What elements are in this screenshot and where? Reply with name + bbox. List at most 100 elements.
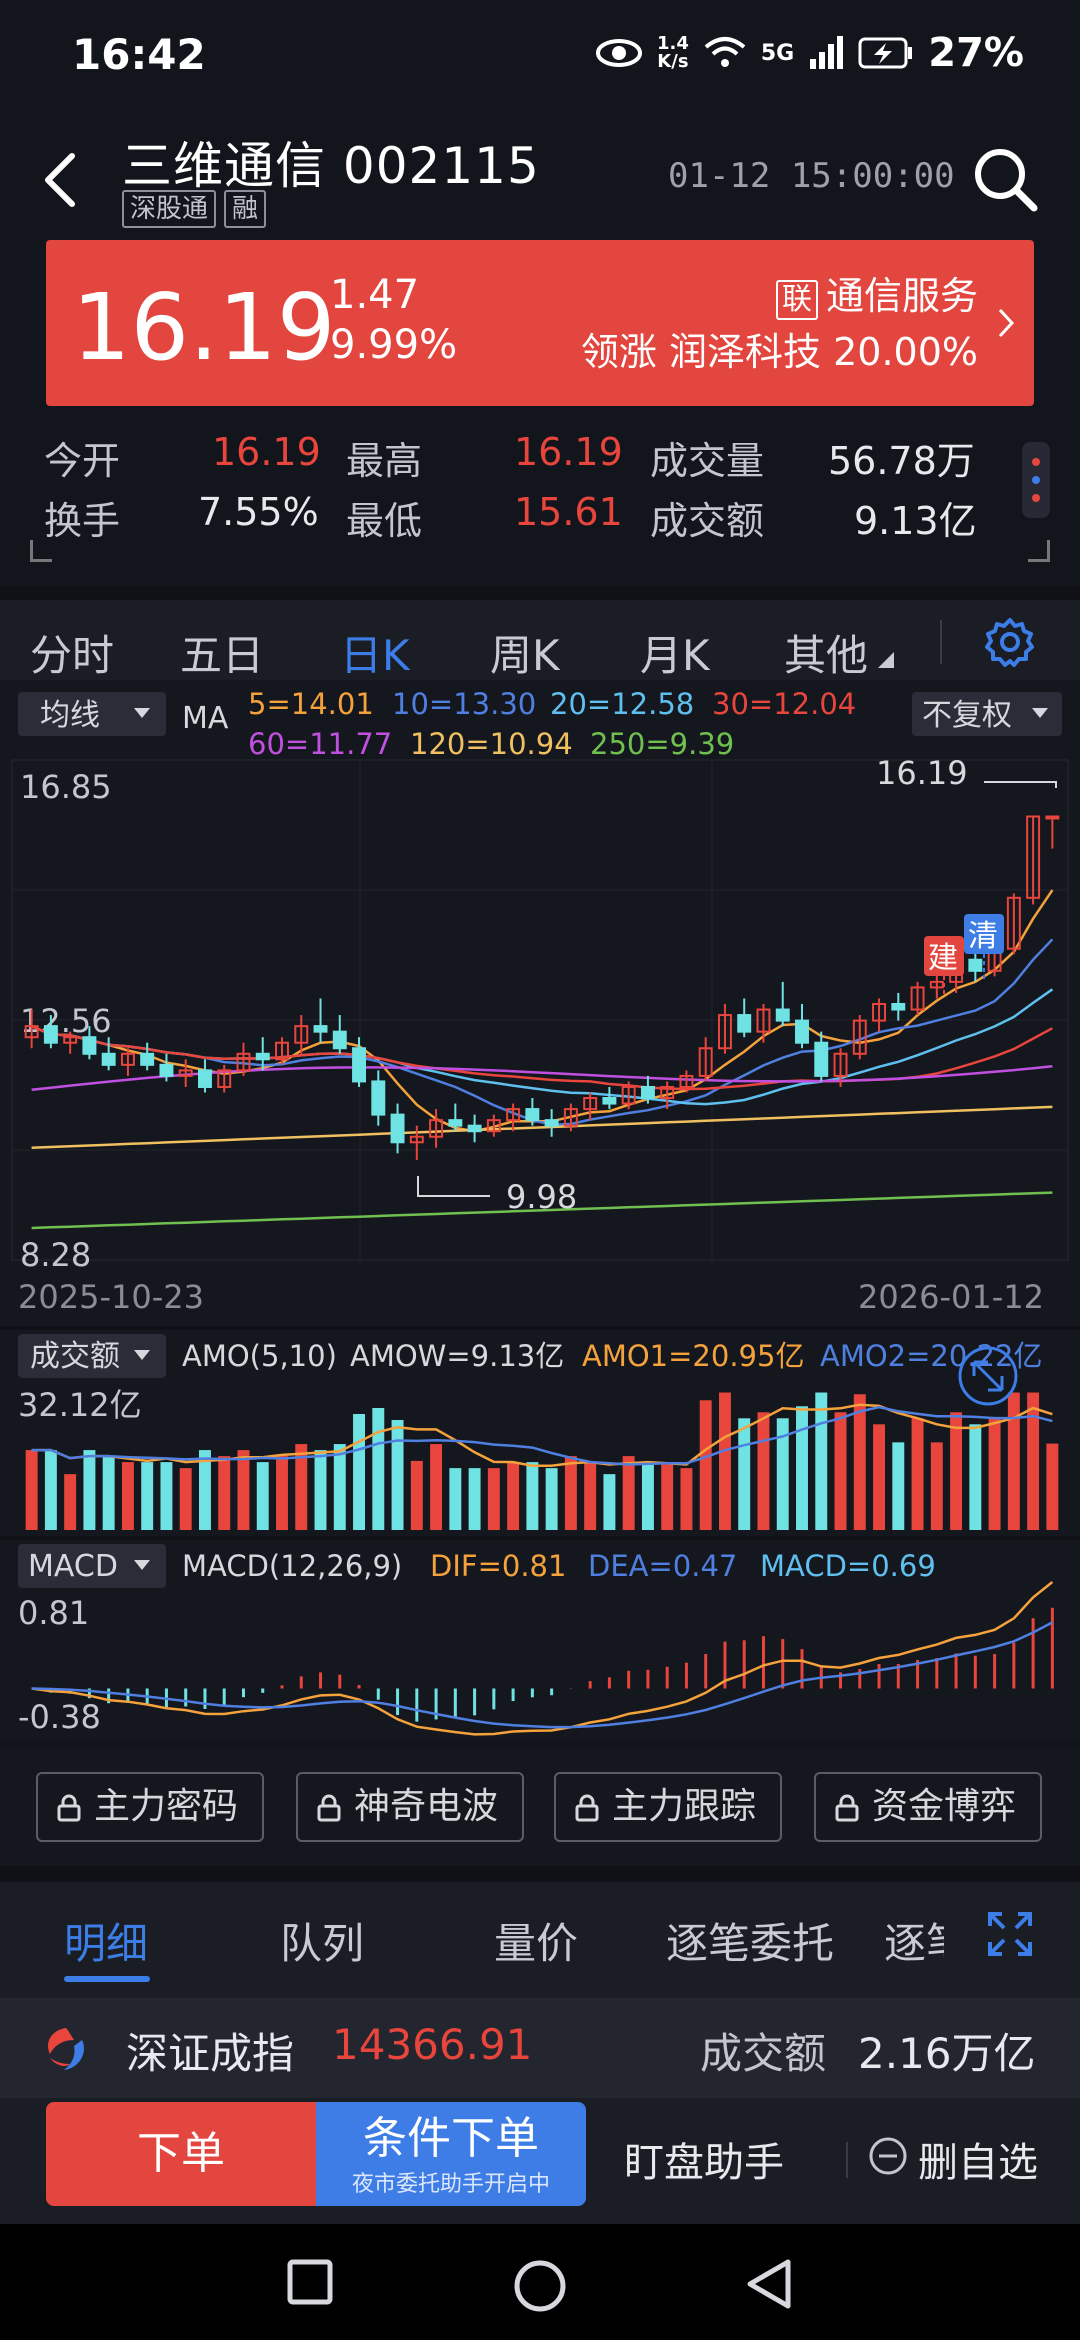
conditional-order-button[interactable]: 条件下单 夜市委托助手开启中 [316,2102,586,2206]
lock-icon [57,1794,81,1822]
sector-info[interactable]: 联通信服务 领涨 润泽科技 20.00% [581,268,978,380]
net-speed: 1.4 K/s [656,33,689,72]
tab-order-by-order[interactable]: 逐笔委托 [666,1919,835,1968]
low-marker-line [417,1176,490,1197]
fullscreen-icon[interactable] [986,1910,1034,1958]
candle-body [275,1041,289,1061]
back-arrow-icon[interactable] [36,150,86,210]
expand-corner-right [1028,540,1050,562]
amo-bar [526,1462,539,1530]
ma10-label: 10=13.30 [392,687,536,721]
expand-circle-icon[interactable] [958,1346,1018,1406]
macd-title: MACD(12,26,9) [182,1549,402,1583]
amow-value: AMOW=9.13亿 [350,1339,564,1373]
tab-volume-price[interactable]: 量价 [494,1919,579,1968]
remove-watchlist-button[interactable]: 删自选 [866,2130,1038,2188]
candle-body [197,1069,212,1088]
high-marker-line [984,781,1057,788]
recents-square-icon[interactable] [286,2258,334,2306]
amo-bar [1046,1443,1059,1530]
amo-bar [83,1450,96,1530]
dea-line [31,1621,1053,1729]
amo-bar [545,1468,558,1530]
y-axis-bottom: 8.28 [20,1236,91,1274]
amo-bar [64,1474,77,1530]
index-ticker[interactable]: 深证成指 14366.91 成交额 2.16万亿 [0,1998,1080,2098]
sector-badge: 联 [775,280,818,320]
ma-selector[interactable] [18,692,166,736]
clear-position-marker[interactable] [964,914,1004,954]
more-menu-icon[interactable] [1022,442,1050,518]
amo-bar [603,1474,616,1530]
candle-body [390,1113,405,1144]
candle-body [120,1052,135,1066]
amo-bar [1007,1392,1020,1530]
amo-bar [314,1450,327,1530]
ma120-line [31,1105,1053,1150]
quote-card[interactable]: 16.19 1.47 9.99% 联通信服务 领涨 润泽科技 20.00% [46,240,1034,406]
feature-fund-game[interactable]: 资金博弈 [814,1772,1042,1842]
tab-five-day[interactable]: 五日 [180,631,265,680]
ma120-label: 120=10.94 [410,727,573,761]
tag-margin: 融 [224,190,267,228]
candle-body [1006,896,1021,950]
candle-body [814,1041,829,1077]
system-nav-bar [0,2224,1080,2340]
tab-detail[interactable]: 明细 [64,1919,149,1968]
kline-chart-area[interactable]: 均线 MA 5=14.01 10=13.30 20=12.58 30=12.04… [0,680,1080,1740]
volume-value: 56.78万 [828,439,975,483]
amo-bar [950,1412,963,1530]
build-position-marker[interactable] [924,936,964,976]
feature-main-password[interactable]: 主力密码 [36,1772,264,1842]
kline-chart[interactable]: 均线 MA 5=14.01 10=13.30 20=12.58 30=12.04… [0,680,1080,1740]
amo-dropdown-icon [134,1350,150,1360]
amo-bar [641,1462,654,1530]
macd-histogram [49,1607,1054,1722]
dea-value: DEA=0.47 [588,1549,737,1583]
feature-main-tracking[interactable]: 主力跟踪 [554,1772,782,1842]
ma250-label: 250=9.39 [590,727,734,761]
amo-bar [873,1424,886,1530]
amo-bar [121,1462,134,1530]
amo-bar [930,1442,943,1530]
search-icon[interactable] [970,144,1040,214]
tab-other[interactable]: 其他 [784,631,869,680]
macd-selector-label: MACD [28,1549,118,1584]
feature-magic-wave[interactable]: 神奇电波 [296,1772,524,1842]
watch-assistant-button[interactable]: 盯盘助手 [624,2140,784,2186]
candle-body [352,1047,367,1083]
candle-body [852,1019,867,1055]
candle-body [968,958,983,972]
ma-selector-label: 均线 [40,698,100,733]
stock-tags: 深股通 融 [122,190,267,228]
tab-weekly-k[interactable]: 周K [490,631,560,680]
amo-title: AMO(5,10) [182,1339,337,1373]
adjust-dropdown-icon [1032,708,1048,718]
back-triangle-icon[interactable] [744,2258,794,2310]
adjust-selector[interactable] [912,692,1062,736]
sector-leader: 润泽科技 20.00% [669,330,978,374]
candle-body [563,1108,578,1127]
tab-intraday[interactable]: 分时 [30,631,115,680]
candle-body [294,1025,309,1044]
main-grid [11,759,1069,1261]
stock-header: 三维通信 002115 深股通 融 01-12 15:00:00 [0,120,1080,240]
amo-selector[interactable] [18,1334,166,1378]
locked-features: 主力密码 神奇电波 主力跟踪 资金博弈 [0,1748,1080,1866]
candle-body [872,1003,887,1022]
candle-body [1045,815,1060,820]
macd-selector[interactable] [18,1544,166,1588]
detail-tabs: 明细 队列 量价 逐笔委托 逐笔 [0,1866,1080,2002]
settings-gear-icon[interactable] [984,616,1036,668]
feature-label: 资金博弈 [872,1786,1017,1827]
tab-trade-by-trade[interactable]: 逐笔 [884,1919,944,1968]
change-value: 1.47 [330,272,420,318]
tab-daily-k[interactable]: 日K [340,631,410,680]
date-start: 2025-10-23 [18,1278,204,1316]
home-circle-icon[interactable] [512,2258,568,2314]
place-order-button[interactable]: 下单 [46,2102,316,2206]
amo-bar [353,1413,366,1530]
tab-monthly-k[interactable]: 月K [640,631,710,680]
tab-queue[interactable]: 队列 [280,1919,365,1968]
amo-bar [738,1418,751,1530]
